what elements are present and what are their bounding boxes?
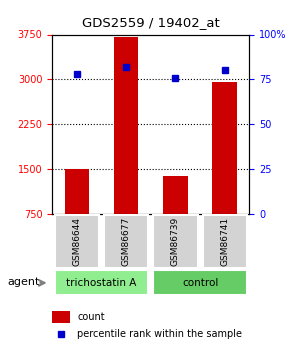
FancyBboxPatch shape bbox=[55, 215, 99, 268]
Text: percentile rank within the sample: percentile rank within the sample bbox=[77, 329, 242, 339]
Bar bbox=[114, 38, 139, 214]
Text: trichostatin A: trichostatin A bbox=[66, 278, 137, 288]
Text: GDS2559 / 19402_at: GDS2559 / 19402_at bbox=[82, 16, 220, 29]
Text: GSM86644: GSM86644 bbox=[72, 217, 81, 266]
Text: GSM86739: GSM86739 bbox=[171, 217, 180, 266]
FancyBboxPatch shape bbox=[55, 270, 148, 295]
Text: control: control bbox=[182, 278, 218, 288]
Bar bbox=[64, 169, 89, 214]
FancyBboxPatch shape bbox=[104, 215, 148, 268]
FancyBboxPatch shape bbox=[153, 270, 247, 295]
Text: count: count bbox=[77, 312, 105, 322]
FancyBboxPatch shape bbox=[153, 215, 198, 268]
Text: GSM86741: GSM86741 bbox=[220, 217, 229, 266]
FancyBboxPatch shape bbox=[202, 215, 247, 268]
Text: GSM86677: GSM86677 bbox=[122, 217, 131, 266]
Bar bbox=[52, 310, 70, 323]
Text: agent: agent bbox=[8, 277, 40, 286]
Bar bbox=[163, 176, 188, 214]
Bar bbox=[213, 82, 237, 214]
